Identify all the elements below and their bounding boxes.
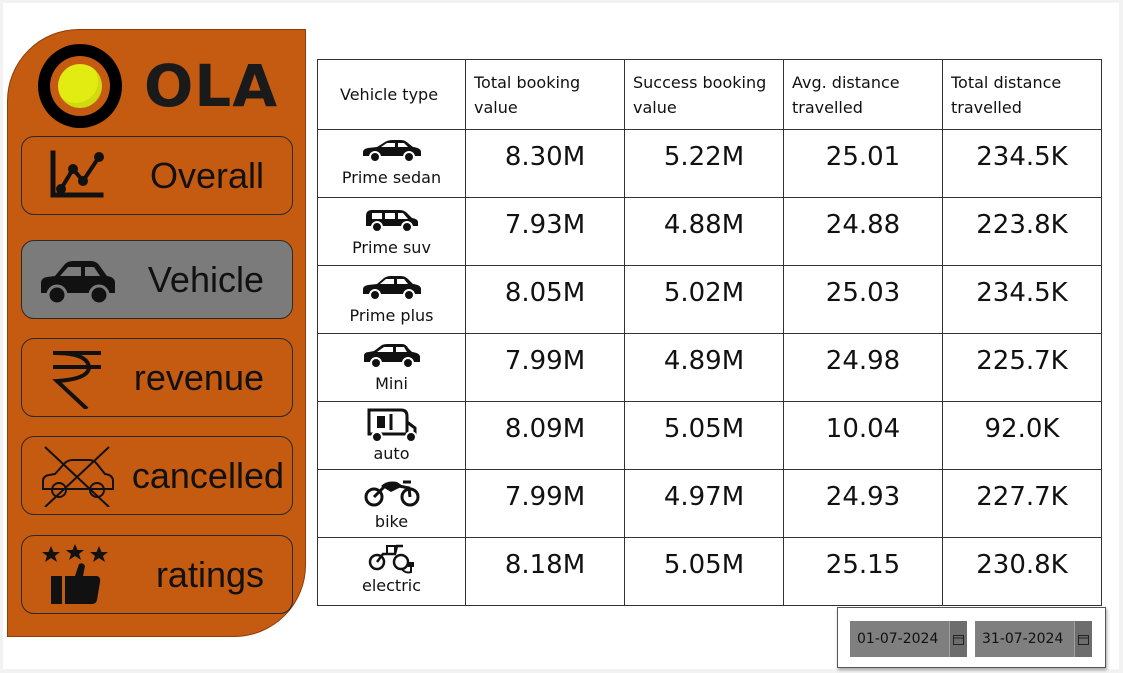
ola-logo-icon [38,44,122,128]
vehicle-name: electric [361,576,422,595]
avg-distance: 24.88 [783,197,943,266]
nav-button-cancelled[interactable]: cancelled [21,436,293,515]
car-icon [41,261,115,306]
total-booking-value: 8.18M [465,537,625,606]
vehicle-name: bike [374,512,409,531]
total-booking-value: 7.99M [465,333,625,402]
table-row: Prime plus 8.05M 5.02M 25.03 234.5K [317,265,1102,334]
avg-distance: 24.93 [783,469,943,538]
hatchback-icon [363,344,420,369]
auto-rickshaw-icon [367,408,417,443]
cancelled-car-icon [42,446,114,507]
start-date-field[interactable]: 01-07-2024 [850,621,967,657]
start-date-value: 01-07-2024 [857,631,939,647]
nav-label-overall: Overall [149,154,264,196]
vehicle-name: Prime plus [349,306,434,325]
suv-icon [365,210,418,233]
table-header-row: Vehicle type Total booking value Success… [317,59,1102,130]
table-row: electric 8.18M 5.05M 25.15 230.8K [317,537,1102,606]
vehicle-cell: Prime sedan [317,129,466,198]
vehicle-cell: auto [317,401,466,470]
nav-label-ratings: ratings [155,553,264,595]
total-distance: 92.0K [942,401,1102,470]
success-booking-value: 5.02M [624,265,784,334]
total-distance: 223.8K [942,197,1102,266]
total-booking-value: 8.05M [465,265,625,334]
header-avg-distance: Avg. distance travelled [783,59,943,130]
header-success-booking-value: Success booking value [624,59,784,130]
avg-distance: 10.04 [783,401,943,470]
total-distance: 234.5K [942,265,1102,334]
header-total-distance: Total distance travelled [942,59,1102,130]
electric-scooter-icon [368,544,414,574]
total-booking-value: 7.93M [465,197,625,266]
vehicle-name: auto [373,444,410,463]
calendar-icon[interactable] [1074,621,1092,657]
nav-button-vehicle[interactable]: Vehicle [21,240,293,319]
line-chart-icon [50,150,104,198]
nav-label-cancelled: cancelled [131,454,284,496]
total-booking-value: 7.99M [465,469,625,538]
table-row: Prime suv 7.93M 4.88M 24.88 223.8K [317,197,1102,266]
vehicle-cell: Mini [317,333,466,402]
vehicle-name: Prime sedan [341,168,442,187]
total-distance: 227.7K [942,469,1102,538]
end-date-value: 31-07-2024 [982,631,1064,647]
success-booking-value: 5.05M [624,401,784,470]
avg-distance: 25.15 [783,537,943,606]
total-booking-value: 8.09M [465,401,625,470]
total-booking-value: 8.30M [465,129,625,198]
total-distance: 225.7K [942,333,1102,402]
date-range-filter: 01-07-2024 31-07-2024 [837,607,1106,668]
vehicle-name: Mini [375,374,408,393]
end-date-field[interactable]: 31-07-2024 [975,621,1092,657]
table-row: Mini 7.99M 4.89M 24.98 225.7K [317,333,1102,402]
header-vehicle-type: Vehicle type [317,59,466,130]
rupee-icon [52,351,101,409]
calendar-icon[interactable] [949,621,967,657]
total-distance: 234.5K [942,129,1102,198]
vehicle-cell: Prime plus [317,265,466,334]
vehicle-cell: electric [317,537,466,606]
sedan-plus-icon [362,276,421,301]
table-row: auto 8.09M 5.05M 10.04 92.0K [317,401,1102,470]
nav-label-vehicle: Vehicle [147,258,264,300]
avg-distance: 25.03 [783,265,943,334]
success-booking-value: 4.97M [624,469,784,538]
nav-button-overall[interactable]: Overall [21,136,293,215]
success-booking-value: 4.89M [624,333,784,402]
table-row: bike 7.99M 4.97M 24.93 227.7K [317,469,1102,538]
vehicle-cell: bike [317,469,466,538]
nav-button-revenue[interactable]: revenue [21,338,293,417]
success-booking-value: 4.88M [624,197,784,266]
vehicle-cell: Prime suv [317,197,466,266]
vehicle-table: Vehicle type Total booking value Success… [317,59,1102,606]
success-booking-value: 5.05M [624,537,784,606]
avg-distance: 24.98 [783,333,943,402]
sedan-icon [362,140,421,163]
table-row: Prime sedan 8.30M 5.22M 25.01 234.5K [317,129,1102,198]
vehicle-name: Prime suv [352,238,431,257]
thumbs-up-stars-icon [42,544,108,604]
header-total-booking-value: Total booking value [465,59,625,130]
success-booking-value: 5.22M [624,129,784,198]
nav-label-revenue: revenue [133,356,264,398]
sidebar: OLA Overall Vehicle revenue [7,29,306,637]
avg-distance: 25.01 [783,129,943,198]
nav-button-ratings[interactable]: ratings [21,535,293,614]
brand-name: OLA [144,52,279,120]
motorbike-icon [364,480,419,507]
total-distance: 230.8K [942,537,1102,606]
ola-logo: OLA [38,44,288,128]
